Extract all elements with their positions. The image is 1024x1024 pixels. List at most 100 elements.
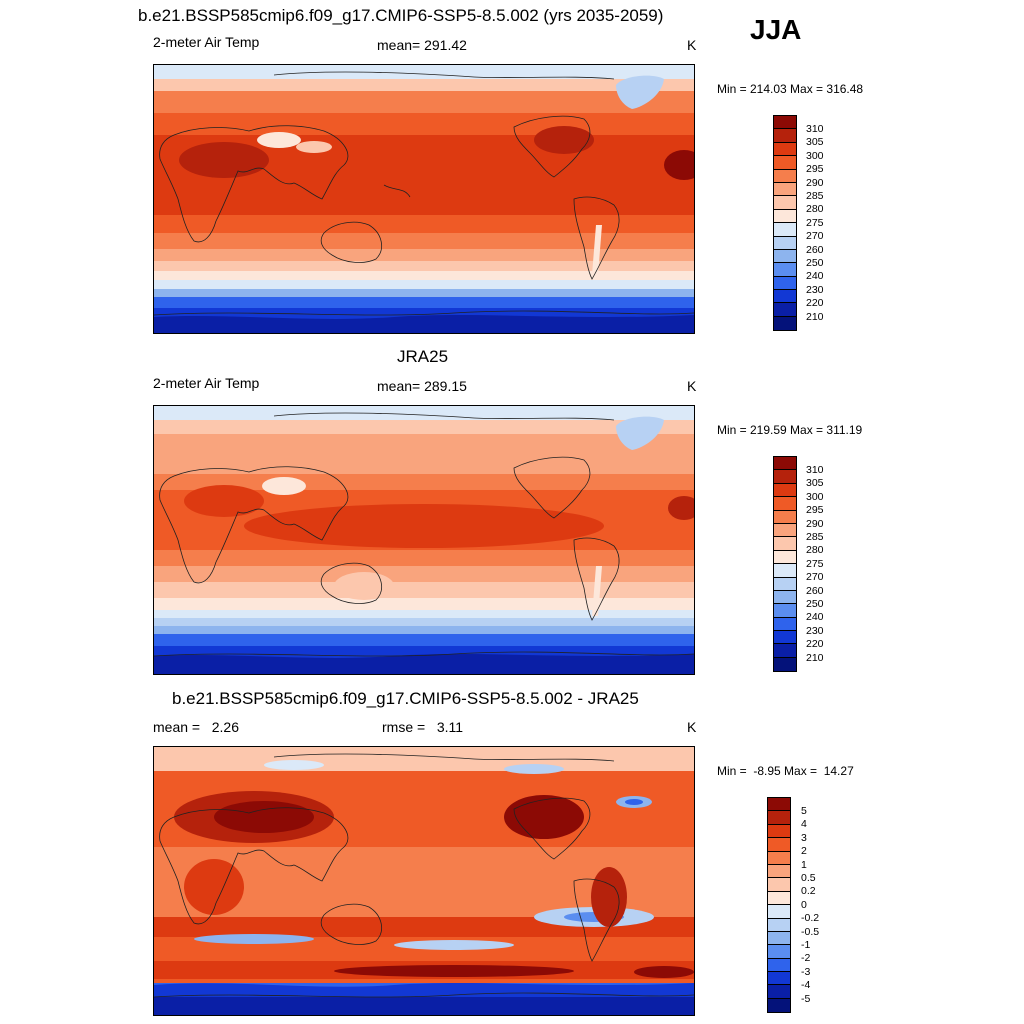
panel1-variable-label: 2-meter Air Temp: [153, 34, 260, 50]
panel2-tick-label: 260: [806, 584, 824, 597]
panel3-tick-label: 1: [801, 858, 807, 871]
panel1-swatch: [774, 276, 796, 291]
panel2-swatch: [774, 510, 796, 524]
panel1-swatch: [774, 129, 796, 143]
panel2-units: K: [687, 378, 697, 394]
panel3-tick-label: 4: [801, 818, 807, 831]
panel2-tick-label: 285: [806, 531, 824, 543]
panel2-tick-label: 305: [806, 477, 824, 490]
panel2-mean-label: mean= 289.15: [377, 378, 467, 394]
panel1-swatch: [774, 156, 796, 170]
panel3-swatch: [768, 998, 790, 1013]
panel3-swatch: [768, 958, 790, 973]
panel1-tick-label: 250: [806, 257, 824, 269]
panel1-swatch: [774, 182, 796, 197]
panel3-tick-label: -4: [801, 979, 811, 992]
panel2-swatch: [774, 523, 796, 538]
panel1-units: K: [687, 37, 697, 53]
panel3-colorbar: [767, 797, 791, 1014]
panel2-title: JRA25: [397, 347, 449, 366]
panel3-swatch: [768, 945, 790, 959]
panel2-tick-label: 275: [806, 557, 824, 570]
panel1-tick-label: 260: [806, 243, 824, 256]
panel3-rmse-label: rmse = 3.11: [382, 719, 464, 735]
panel1-title: b.e21.BSSP585cmip6.f09_g17.CMIP6-SSP5-8.…: [138, 6, 664, 25]
panel3-tick-label: 2: [801, 845, 807, 858]
panel3-swatch: [768, 838, 790, 852]
panel1-swatch: [774, 316, 796, 331]
panel3-swatch: [768, 878, 790, 892]
panel2-swatch: [774, 497, 796, 511]
panel2-tick-label: 270: [806, 571, 824, 584]
panel1-tick-label: 270: [806, 230, 824, 243]
panel1-swatch: [774, 236, 796, 250]
panel3-swatch: [768, 824, 790, 839]
panel1-swatch: [774, 142, 796, 157]
panel1-swatch: [774, 263, 796, 277]
panel1-tick-label: 295: [806, 163, 824, 176]
panel2-tick-label: 250: [806, 598, 824, 610]
panel3-mean-label: mean = 2.26: [153, 719, 240, 735]
panel2-tick-label: 240: [806, 611, 824, 624]
panel3-tick-label: -5: [801, 992, 811, 1005]
panel2-tick-label: 310: [806, 464, 824, 476]
panel3-tick-label: 0.5: [801, 872, 816, 884]
panel1-swatch: [774, 196, 796, 210]
panel1-swatch: [774, 169, 796, 183]
panel3-swatch: [768, 972, 790, 986]
panel3-swatch: [768, 851, 790, 865]
panel3-tick-label: 3: [801, 831, 807, 844]
panel1-swatch: [774, 223, 796, 237]
panel3-tick-label: -3: [801, 965, 811, 978]
panel3-map: [153, 746, 695, 1016]
panel1-tick-label: 210: [806, 310, 824, 323]
panel1-colorbar: [773, 115, 797, 332]
panel1-swatch: [774, 290, 796, 304]
panel2-swatch: [774, 631, 796, 645]
panel2-map: [153, 405, 695, 675]
season-label: JJA: [750, 14, 802, 45]
panel3-tick-label: -2: [801, 952, 811, 965]
panel2-tick-label: 295: [806, 504, 824, 517]
panel1-tick-label: 285: [806, 190, 824, 202]
panel3-tick-label: 0: [801, 898, 807, 911]
panel3-swatch: [768, 905, 790, 919]
panel1-tick-label: 230: [806, 283, 824, 296]
panel2-swatch: [774, 537, 796, 551]
panel2-tick-label: 300: [806, 490, 824, 503]
panel3-swatch: [768, 985, 790, 999]
panel3-tick-label: -1: [801, 939, 811, 951]
panel3-swatch: [768, 891, 790, 906]
panel2-swatch: [774, 604, 796, 618]
panel3-tick-label: -0.2: [801, 912, 820, 925]
panel1-map: [153, 64, 695, 334]
panel1-tick-label: 280: [806, 203, 824, 216]
panel1-tick-label: 290: [806, 176, 824, 189]
panel2-swatch: [774, 577, 796, 591]
panel1-tick-label: 220: [806, 297, 824, 310]
panel1-tick-label: 300: [806, 149, 824, 162]
panel3-tick-label: 5: [801, 805, 807, 817]
panel1-tick-label: 275: [806, 216, 824, 229]
panel1-swatch: [774, 249, 796, 264]
panel3-minmax: Min = -8.95 Max = 14.27: [717, 764, 854, 778]
panel2-swatch: [774, 483, 796, 498]
panel1-minmax: Min = 214.03 Max = 316.48: [717, 82, 864, 96]
panel1-swatch: [774, 303, 796, 317]
panel2-tick-label: 210: [806, 651, 824, 664]
panel1-tick-label: 305: [806, 136, 824, 149]
panel3-tick-label: 0.2: [801, 885, 816, 898]
panel2-swatch: [774, 590, 796, 605]
panel3-swatch: [768, 918, 790, 932]
panel2-variable-label: 2-meter Air Temp: [153, 375, 260, 391]
panel1-tick-label: 310: [806, 123, 824, 135]
panel2-swatch: [774, 550, 796, 565]
panel2-tick-label: 280: [806, 544, 824, 557]
panel3-swatch: [768, 811, 790, 825]
panel1-swatch: [774, 116, 796, 130]
panel2-colorbar: [773, 456, 797, 673]
panel2-tick-label: 290: [806, 517, 824, 530]
panel2-swatch: [774, 564, 796, 578]
panel2-swatch: [774, 644, 796, 658]
panel2-swatch: [774, 657, 796, 672]
